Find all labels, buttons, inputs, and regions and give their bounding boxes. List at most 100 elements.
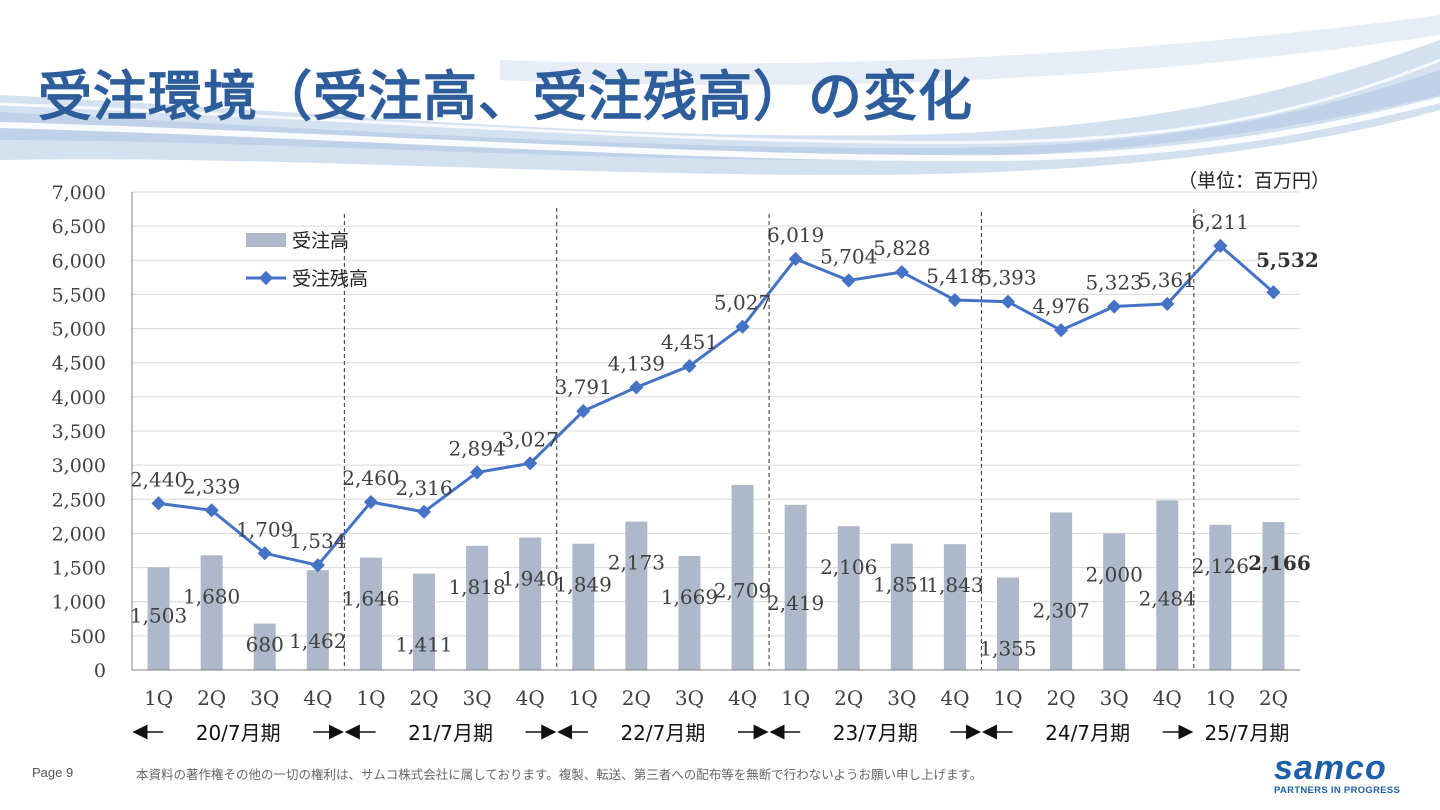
bar-order-intake [1103, 533, 1126, 670]
period-label: 23/7月期 [833, 721, 918, 745]
bar-value-label: 2,419 [767, 591, 824, 615]
x-tick-label: 2Q [622, 686, 651, 710]
legend-swatch-marker [258, 270, 274, 286]
legend-swatch-bar [246, 233, 286, 247]
bar-order-intake [147, 567, 170, 670]
x-tick-label: 2Q [409, 686, 438, 710]
line-value-label: 3,791 [555, 375, 612, 399]
line-value-label: 2,894 [448, 436, 505, 460]
line-point [1054, 323, 1069, 338]
bar-order-intake [1156, 500, 1179, 670]
bar-value-label: 2,166 [1248, 551, 1311, 575]
x-tick-label: 2Q [197, 686, 226, 710]
line-point [363, 494, 378, 510]
y-tick-label: 1,500 [52, 558, 106, 580]
line-point [257, 546, 272, 561]
legend-label-bar: 受注高 [292, 230, 349, 252]
bar-order-intake [1262, 522, 1285, 670]
x-tick-label: 2Q [834, 686, 863, 710]
bar-order-intake [253, 623, 276, 670]
x-tick-label: 1Q [1206, 686, 1235, 710]
line-point [310, 558, 325, 573]
bar-order-intake [306, 570, 329, 670]
bar-value-label: 2,000 [1086, 562, 1143, 586]
line-point [682, 358, 697, 374]
line-point [523, 456, 538, 471]
bar-order-intake [784, 504, 807, 670]
line-point [947, 292, 962, 308]
line-value-label: 3,027 [502, 427, 559, 451]
bar-order-intake [359, 557, 382, 670]
line-value-label: 4,976 [1032, 294, 1089, 318]
line-point [470, 465, 485, 480]
line-value-label: 1,534 [289, 529, 346, 553]
x-tick-label: 4Q [728, 686, 757, 710]
legend-label-line: 受注残高 [292, 268, 368, 290]
bar-value-label: 2,709 [714, 578, 771, 602]
bar-value-label: 2,307 [1032, 598, 1089, 622]
line-order-backlog [158, 243, 1275, 567]
y-tick-label: 0 [94, 660, 106, 682]
x-tick-label: 2Q [1259, 686, 1288, 710]
bar-order-intake [572, 543, 595, 670]
x-tick-label: 1Q [993, 686, 1022, 710]
bar-order-intake [943, 544, 966, 670]
header-banner [0, 15, 1440, 175]
line-point [841, 273, 856, 288]
bar-value-label: 1,940 [502, 567, 559, 591]
x-tick-label: 1Q [144, 686, 173, 710]
x-tick-label: 2Q [1047, 686, 1076, 710]
period-label: 24/7月期 [1045, 721, 1130, 745]
x-tick-label: 4Q [940, 686, 969, 710]
bar-order-intake [519, 537, 542, 670]
x-tick-label: 3Q [1100, 686, 1129, 710]
bar-value-label: 2,484 [1139, 586, 1196, 610]
line-point [416, 504, 432, 519]
bar-value-label: 1,843 [926, 573, 983, 597]
bar-value-label: 2,126 [1192, 554, 1249, 578]
bar-value-label: 1,680 [183, 584, 240, 608]
line-value-label: 2,460 [342, 466, 399, 490]
unit-label: （単位：百万円） [1177, 170, 1330, 192]
line-value-label: 5,418 [926, 264, 983, 288]
y-tick-label: 1,000 [52, 592, 106, 614]
line-value-label: 6,019 [767, 223, 824, 247]
line-point [735, 319, 750, 334]
period-label: 25/7月期 [1204, 721, 1289, 745]
line-value-label: 2,316 [395, 476, 452, 500]
line-point [204, 503, 219, 518]
bar-value-label: 680 [246, 633, 284, 657]
bar-value-label: 1,503 [130, 603, 187, 627]
line-point [151, 496, 166, 511]
samco-logo: samco PARTNERS IN PROGRESS [1274, 751, 1414, 796]
bar-value-label: 1,849 [555, 573, 612, 597]
period-label: 22/7月期 [620, 721, 705, 745]
page-title: 受注環境（受注高、受注残高）の変化 [38, 65, 973, 128]
bar-value-label: 2,173 [608, 551, 665, 575]
x-tick-label: 4Q [303, 686, 332, 710]
y-tick-label: 5,000 [52, 319, 106, 341]
line-value-label: 4,139 [608, 351, 665, 375]
x-tick-label: 3Q [675, 686, 704, 710]
period-label: 21/7月期 [408, 721, 493, 745]
bar-value-label: 1,355 [979, 636, 1036, 660]
line-value-label: 5,361 [1139, 268, 1196, 292]
x-tick-label: 3Q [887, 686, 916, 710]
line-point [1107, 299, 1122, 314]
bar-order-intake [731, 485, 754, 670]
y-tick-label: 2,000 [52, 523, 106, 545]
bar-order-intake [837, 526, 860, 670]
line-point [1000, 294, 1016, 309]
line-value-label: 1,709 [236, 517, 293, 541]
line-value-label: 6,211 [1192, 210, 1249, 234]
page-number: Page 9 [32, 765, 74, 780]
line-value-label: 5,323 [1086, 271, 1143, 295]
line-value-label: 5,027 [714, 291, 771, 315]
bar-value-label: 2,106 [820, 555, 877, 579]
logo-tagline: PARTNERS IN PROGRESS [1274, 785, 1401, 796]
line-value-label: 5,532 [1256, 248, 1319, 272]
line-point [1160, 296, 1175, 311]
y-tick-label: 5,500 [52, 284, 106, 306]
x-tick-label: 3Q [250, 686, 279, 710]
